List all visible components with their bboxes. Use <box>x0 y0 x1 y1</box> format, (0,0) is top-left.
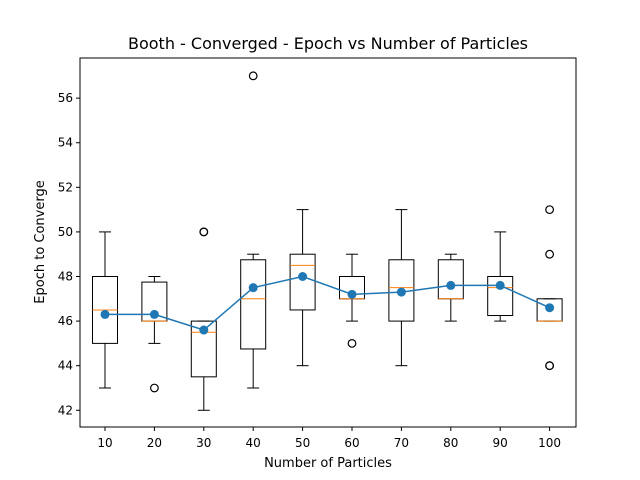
mean-point <box>199 325 209 335</box>
box-90 <box>487 231 514 322</box>
box-40 <box>240 71 267 389</box>
box-100 <box>536 205 563 371</box>
mean-point <box>248 283 258 293</box>
x-tick-label: 100 <box>538 436 561 450</box>
outlier-point <box>545 361 554 371</box>
mean-point <box>347 289 357 299</box>
plot-area <box>92 71 563 411</box>
x-axis-label: Number of Particles <box>264 456 392 471</box>
x-tick-label: 30 <box>196 436 211 450</box>
mean-point <box>495 280 505 290</box>
y-tick-label: 50 <box>58 225 73 239</box>
y-tick-label: 48 <box>58 270 73 284</box>
x-tick-label: 80 <box>443 436 458 450</box>
x-tick-label: 50 <box>295 436 310 450</box>
iqr-box <box>190 320 217 378</box>
outlier-point <box>347 338 357 348</box>
outlier-point <box>149 383 159 393</box>
x-tick-label: 20 <box>147 436 162 450</box>
plot-frame <box>79 57 577 428</box>
box-10 <box>92 231 118 389</box>
x-tick-label: 60 <box>344 436 359 450</box>
y-tick-label: 46 <box>58 314 73 328</box>
chart-title: Booth - Converged - Epoch vs Number of P… <box>128 34 528 53</box>
mean-point <box>298 272 308 282</box>
x-tick-label: 90 <box>493 436 508 450</box>
y-tick-label: 44 <box>58 359 73 373</box>
box-80 <box>437 253 464 322</box>
x-tick-label: 70 <box>394 436 409 450</box>
iqr-box <box>487 276 514 317</box>
mean-point <box>446 280 456 290</box>
x-tick-label: 40 <box>246 436 261 450</box>
outlier-point <box>545 205 554 215</box>
y-tick-label: 56 <box>58 91 73 105</box>
outlier-point <box>199 227 209 237</box>
mean-point <box>149 309 159 319</box>
mean-point <box>396 287 406 297</box>
y-axis-label: Epoch to Converge <box>33 180 48 303</box>
iqr-box <box>240 259 267 350</box>
outlier-point <box>248 71 258 81</box>
box-50 <box>289 209 316 367</box>
outlier-point <box>545 249 554 259</box>
mean-point <box>100 309 110 319</box>
x-tick-label: 10 <box>97 436 112 450</box>
y-tick-label: 54 <box>58 136 73 150</box>
box-30 <box>190 227 217 411</box>
box-20 <box>141 276 168 393</box>
mean-line <box>105 275 550 331</box>
y-tick-label: 42 <box>58 403 73 417</box>
mean-point <box>545 303 555 313</box>
y-tick-label: 52 <box>58 180 73 194</box>
iqr-box <box>289 253 316 311</box>
